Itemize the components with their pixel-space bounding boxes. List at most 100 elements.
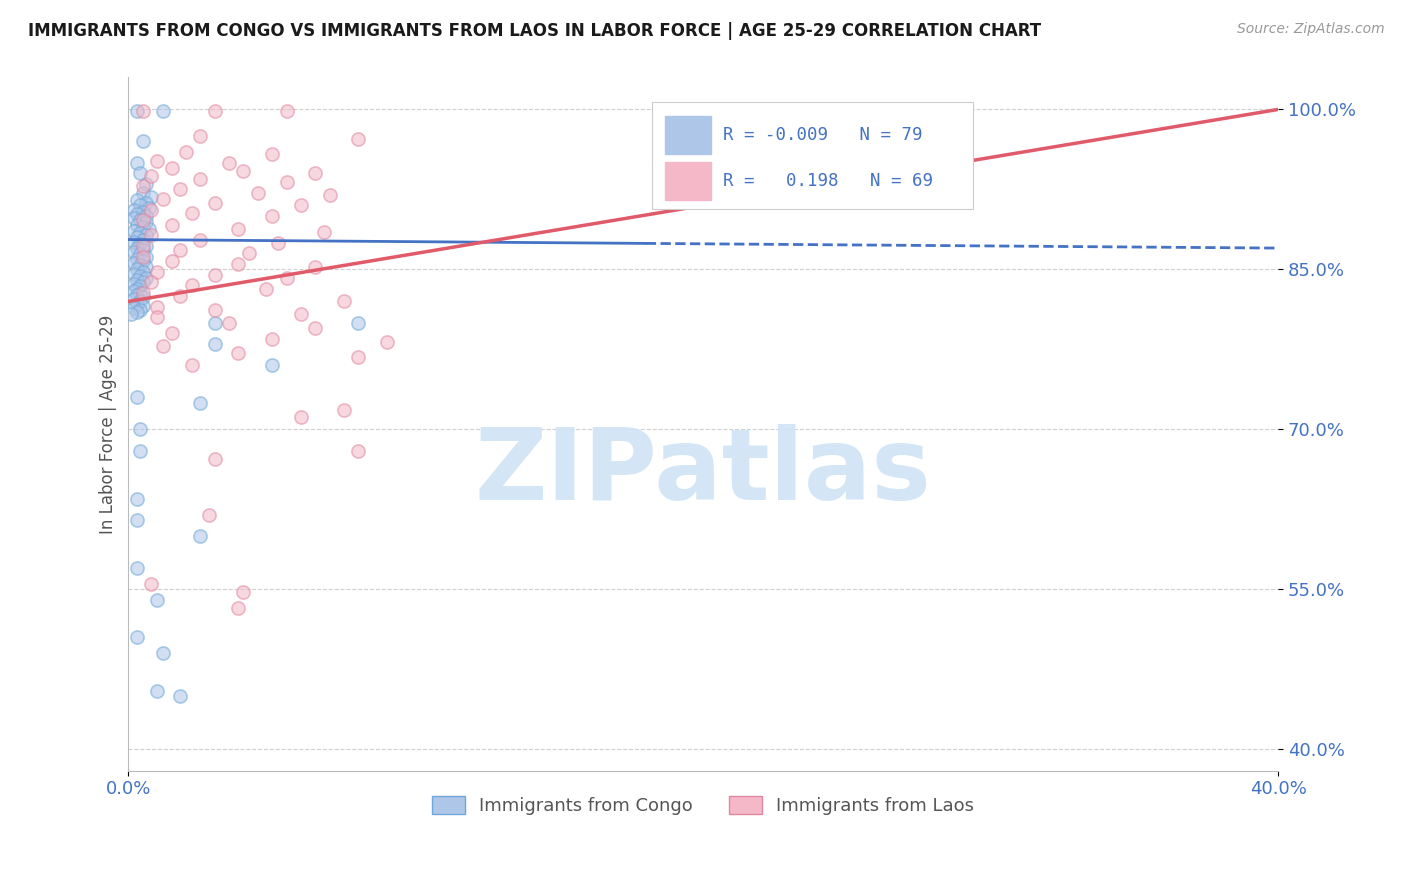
Point xyxy=(347,132,370,146)
Point xyxy=(174,145,197,160)
Point xyxy=(146,683,169,698)
Text: ZIPatlas: ZIPatlas xyxy=(475,424,932,521)
Point xyxy=(127,296,149,310)
Point xyxy=(127,218,149,232)
Point xyxy=(129,279,152,293)
Point xyxy=(347,443,370,458)
Point xyxy=(160,326,183,341)
Point xyxy=(127,282,149,296)
Point xyxy=(135,215,157,229)
Point xyxy=(132,179,155,194)
Point xyxy=(132,275,155,289)
Point xyxy=(141,275,163,289)
Point xyxy=(204,268,226,282)
FancyBboxPatch shape xyxy=(665,116,711,154)
Point xyxy=(198,508,221,522)
Point xyxy=(127,241,149,255)
Point xyxy=(304,321,326,335)
Point xyxy=(347,350,370,364)
Point xyxy=(132,233,155,247)
Point xyxy=(152,192,174,206)
Point xyxy=(122,267,145,281)
Point xyxy=(333,403,356,417)
Point xyxy=(290,409,312,424)
Point xyxy=(127,288,149,302)
Point xyxy=(132,186,155,200)
Point xyxy=(122,256,145,270)
Point xyxy=(135,196,157,211)
Point xyxy=(122,245,145,260)
Point xyxy=(262,147,284,161)
Point xyxy=(188,171,211,186)
Point xyxy=(132,239,155,253)
Point xyxy=(204,103,226,118)
Point xyxy=(152,103,174,118)
Point xyxy=(127,391,149,405)
Point xyxy=(375,334,398,349)
Point xyxy=(226,222,249,236)
Point xyxy=(135,177,157,191)
Point xyxy=(267,235,290,250)
Point xyxy=(122,277,145,292)
Point xyxy=(129,166,152,180)
Point xyxy=(204,302,226,317)
Point xyxy=(347,316,370,330)
Point xyxy=(132,264,155,278)
Point xyxy=(152,646,174,660)
Point xyxy=(160,218,183,232)
Point xyxy=(276,103,298,118)
Point xyxy=(188,395,211,409)
Point xyxy=(129,258,152,272)
Point xyxy=(180,278,202,293)
Point xyxy=(226,257,249,271)
Point xyxy=(135,250,157,264)
Point xyxy=(169,182,191,196)
Point xyxy=(127,252,149,266)
Text: R =   0.198   N = 69: R = 0.198 N = 69 xyxy=(723,172,932,190)
Point xyxy=(188,233,211,247)
Point xyxy=(127,155,149,169)
Point xyxy=(129,422,152,436)
Point xyxy=(132,244,155,258)
Point xyxy=(141,228,163,243)
Point xyxy=(218,155,240,169)
Point xyxy=(129,213,152,227)
Point xyxy=(312,225,335,239)
Point xyxy=(127,631,149,645)
Point xyxy=(132,253,155,268)
Point xyxy=(132,135,155,149)
Point xyxy=(204,452,226,467)
Point xyxy=(146,264,169,278)
Point xyxy=(132,204,155,219)
Point xyxy=(204,196,226,211)
Point xyxy=(290,307,312,321)
Point xyxy=(129,268,152,283)
Text: IMMIGRANTS FROM CONGO VS IMMIGRANTS FROM LAOS IN LABOR FORCE | AGE 25-29 CORRELA: IMMIGRANTS FROM CONGO VS IMMIGRANTS FROM… xyxy=(28,22,1042,40)
Point xyxy=(180,206,202,220)
Point xyxy=(129,247,152,261)
Point xyxy=(127,103,149,118)
Point xyxy=(232,164,254,178)
Point xyxy=(129,226,152,240)
Point xyxy=(129,285,152,300)
Point xyxy=(160,161,183,175)
Point xyxy=(132,219,155,234)
Point xyxy=(122,224,145,238)
Point xyxy=(146,310,169,325)
Point xyxy=(254,282,277,296)
Text: R = -0.009   N = 79: R = -0.009 N = 79 xyxy=(723,126,922,144)
Point xyxy=(132,285,155,300)
Point xyxy=(232,584,254,599)
Point xyxy=(127,262,149,277)
Point xyxy=(226,600,249,615)
Point xyxy=(127,491,149,506)
Point xyxy=(146,153,169,168)
Point xyxy=(169,689,191,703)
Point xyxy=(135,260,157,275)
Point xyxy=(204,316,226,330)
Point xyxy=(127,305,149,319)
Point xyxy=(135,228,157,243)
Point xyxy=(132,103,155,118)
Point xyxy=(132,299,155,313)
Point xyxy=(238,246,260,260)
